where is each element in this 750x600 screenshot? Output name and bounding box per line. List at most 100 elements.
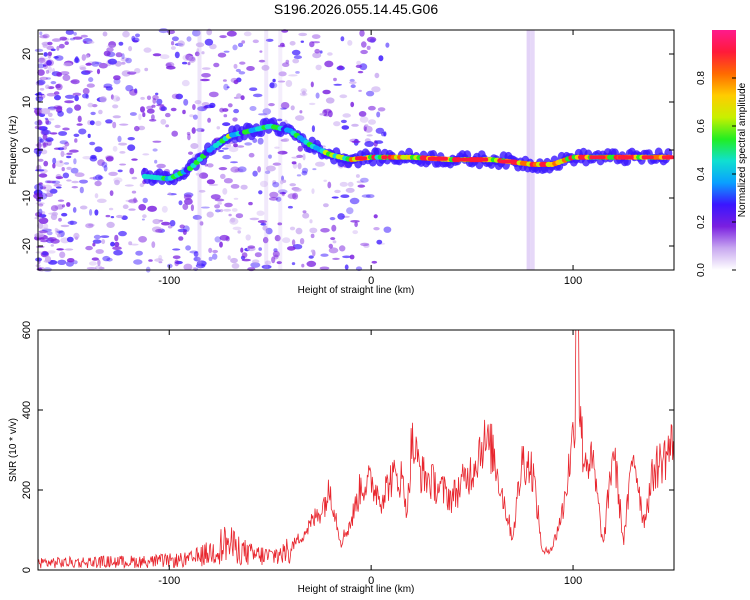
spectrogram-noise-blob [339, 94, 348, 99]
spectrogram-noise-blob [259, 180, 269, 188]
spectrogram-noise-blob [165, 112, 171, 118]
spectrogram-noise-blob [112, 246, 122, 251]
spectrogram-noise-blob [121, 215, 128, 220]
spectrogram-noise-blob [212, 253, 218, 260]
snr-y-tick-label: 200 [21, 481, 33, 499]
spectrogram-noise-blob [53, 183, 62, 187]
spectrogram-noise-blob [125, 57, 132, 64]
spectrogram-noise-blob [272, 250, 280, 258]
spectrogram-noise-blob [61, 212, 68, 217]
spectrogram-y-tick-label: -10 [21, 190, 33, 206]
spectrogram-noise-blob [258, 190, 263, 195]
snr-x-label: Height of straight line (km) [298, 584, 415, 595]
spectrogram-noise-blob [226, 30, 237, 37]
spectrogram-noise-blob [339, 181, 348, 187]
spectrogram-noise-blob [35, 169, 45, 172]
spectrogram-noise-blob [160, 106, 167, 112]
spectrogram-noise-blob [186, 36, 192, 42]
spectrogram-noise-blob [323, 179, 328, 182]
spectrogram-noise-blob [133, 197, 137, 203]
spectrogram-noise-blob [85, 245, 93, 251]
spectrogram-noise-blob [170, 107, 177, 112]
spectrogram-noise-blob [57, 199, 65, 202]
spectrogram-noise-blob [272, 78, 276, 83]
spectrogram-noise-blob [54, 227, 58, 232]
spectrogram-noise-blob [148, 259, 153, 262]
spectrogram-noise-blob [36, 142, 42, 149]
spectrogram-noise-blob [183, 263, 193, 271]
spectrogram-noise-blob [282, 62, 290, 67]
spectrogram-noise-blob [39, 87, 45, 91]
spectrogram-noise-blob [64, 94, 75, 99]
spectrogram-noise-blob [309, 227, 318, 234]
spectrogram-x-tick-label: 100 [564, 275, 582, 287]
spectrogram-noise-blob [102, 255, 111, 262]
spectrogram-noise-blob [333, 121, 341, 127]
spectrogram-noise-blob [301, 170, 308, 176]
spectrogram-noise-blob [261, 64, 270, 71]
spectrogram-noise-blob [146, 105, 154, 110]
spectrogram-noise-blob [34, 48, 44, 53]
spectrogram-noise-blob [232, 226, 242, 231]
spectrogram-noise-blob [342, 255, 352, 259]
spectrogram-noise-blob [178, 200, 183, 206]
spectrogram-noise-blob [356, 180, 364, 184]
spectrogram-noise-blob [39, 93, 46, 99]
spectrogram-noise-blob [88, 223, 95, 227]
spectrogram-noise-blob [95, 120, 102, 126]
spectrogram-noise-blob [140, 106, 145, 113]
spectrogram-noise-blob [261, 264, 272, 269]
spectrogram-noise-blob [131, 37, 140, 43]
spectrogram-noise-blob [46, 60, 52, 66]
spectrogram-noise-blob [66, 236, 74, 243]
spectrogram-y-label: Frequency (Hz) [8, 116, 19, 185]
spectrogram-noise-blob [38, 203, 44, 207]
spectrogram-noise-blob [231, 208, 238, 212]
spectrogram-noise-blob [97, 175, 104, 180]
spectrogram-noise-blob [120, 61, 126, 65]
ridge-peak-segment [661, 155, 674, 160]
spectrogram-noise-blob [315, 64, 322, 71]
spectrogram-noise-blob [43, 142, 48, 148]
spectrogram-noise-blob [364, 124, 369, 127]
spectrogram-noise-blob [357, 184, 366, 188]
spectrogram-noise-blob [249, 217, 260, 221]
spectrogram-noise-blob [66, 107, 73, 114]
spectrogram-noise-blob [208, 247, 213, 253]
spectrogram-noise-blob [134, 125, 140, 132]
spectrogram-noise-blob [47, 118, 55, 121]
spectrogram-noise-blob [225, 143, 232, 148]
spectrogram-noise-blob [112, 145, 118, 152]
spectrogram-noise-blob [202, 67, 211, 70]
spectrogram-noise-blob [73, 158, 77, 165]
spectrogram-noise-blob [219, 234, 230, 241]
spectrogram-noise-blob [169, 220, 176, 227]
spectrogram-x-tick-label: 0 [368, 275, 374, 287]
spectrogram-noise-blob [134, 68, 141, 74]
spectrogram-noise-blob [357, 70, 364, 74]
spectrogram-noise-blob [355, 174, 360, 178]
spectrogram-noise-blob [102, 31, 108, 37]
spectrogram-noise-blob [72, 260, 78, 265]
spectrogram-noise-blob [281, 191, 285, 197]
spectrogram-noise-blob [117, 169, 123, 173]
spectrogram-noise-blob [258, 59, 266, 63]
spectrogram-noise-blob [43, 52, 48, 57]
spectrogram-noise-blob [233, 108, 240, 114]
spectrogram-noise-blob [50, 81, 57, 85]
spectrogram-noise-blob [293, 55, 302, 60]
spectrogram-noise-blob [309, 219, 313, 224]
spectrogram-noise-blob [332, 257, 340, 260]
spectrogram-noise-blob [105, 156, 114, 162]
spectrogram-noise-blob [243, 31, 252, 37]
spectrogram-noise-blob [74, 138, 78, 143]
spectrogram-noise-blob [299, 238, 305, 245]
spectrogram-noise-blob [156, 163, 166, 169]
spectrogram-noise-blob [51, 211, 58, 217]
spectrogram-noise-blob [374, 140, 384, 144]
spectrogram-noise-blob [55, 160, 65, 167]
spectrogram-noise-blob [291, 239, 296, 246]
spectrogram-noise-blob [376, 239, 383, 245]
spectrogram-noise-blob [37, 222, 44, 229]
spectrogram-noise-blob [232, 44, 238, 51]
